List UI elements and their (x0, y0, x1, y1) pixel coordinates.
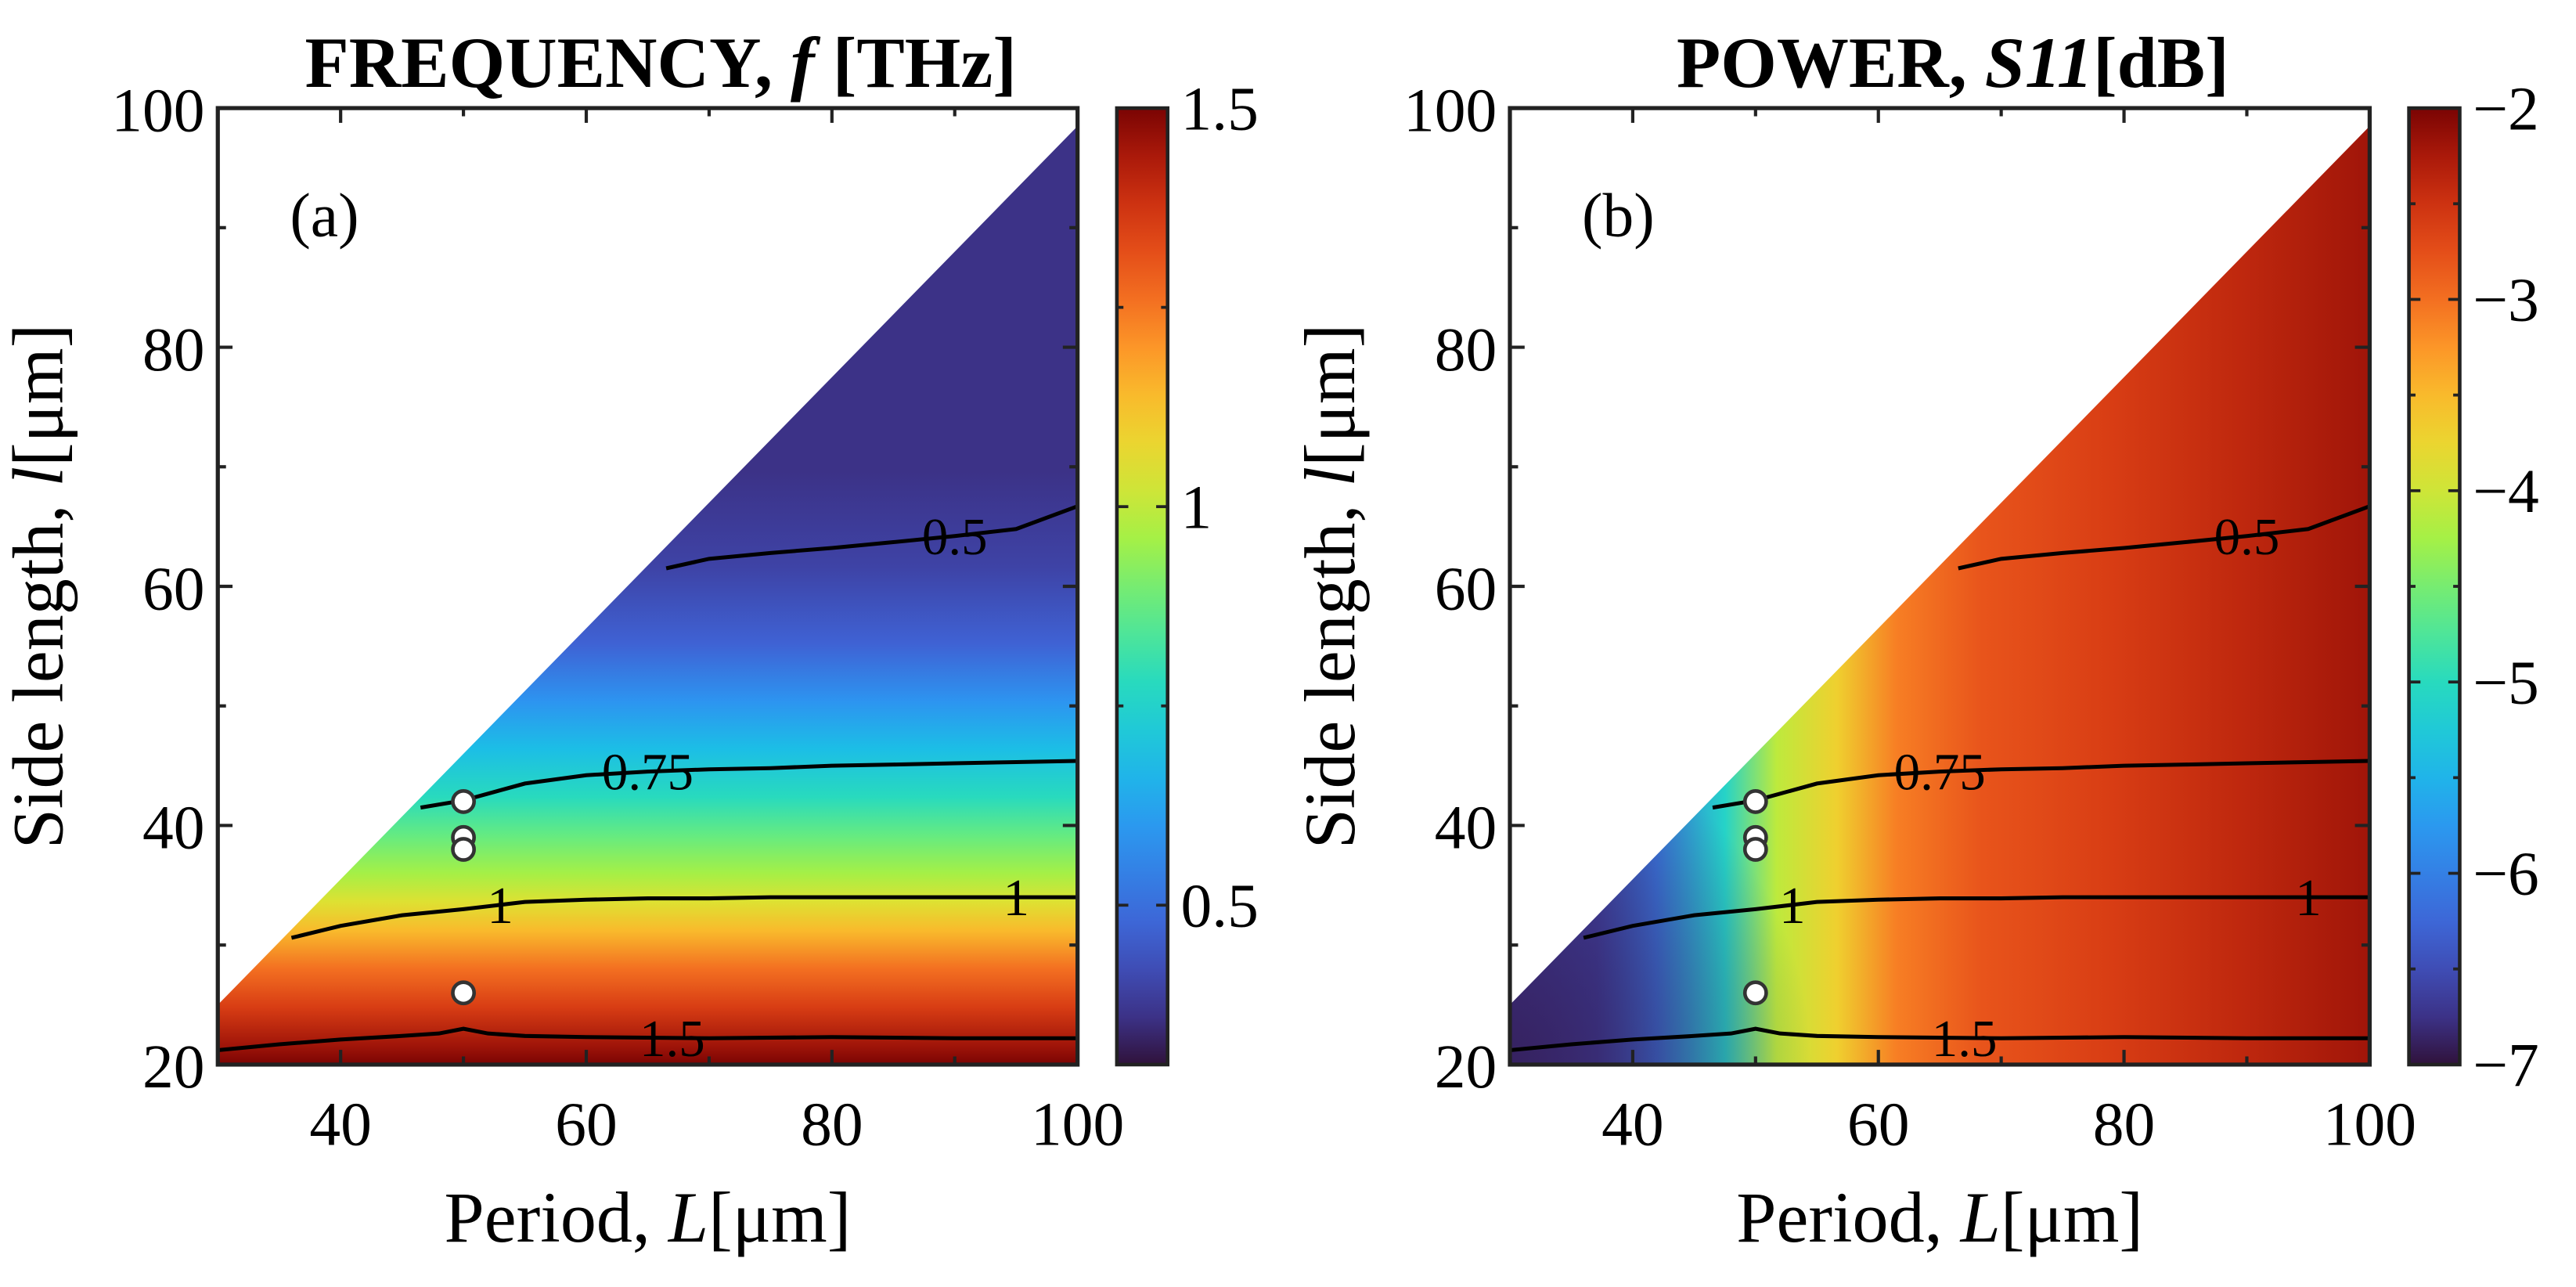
y-axis-label: Side length, l[μm] (1290, 324, 1370, 849)
y-tick-label: 40 (1435, 794, 1497, 863)
contour-label: 0.75 (1894, 744, 1986, 802)
data-marker (1742, 980, 1768, 1006)
x-tick-label: 60 (555, 1090, 617, 1159)
x-tick-label: 60 (1847, 1090, 1910, 1159)
colorbar-tick-label: −7 (2473, 1031, 2539, 1100)
heatmap-fill (218, 126, 1078, 1065)
data-marker (451, 837, 476, 862)
x-axis-label: Period, L[μm] (1736, 1177, 2143, 1257)
chart-title: POWER, S11[dB] (1677, 23, 2229, 103)
contour-label: 0.5 (2214, 508, 2280, 566)
x-tick-label: 80 (801, 1090, 863, 1159)
chart-title: FREQUENCY, f [THz] (304, 23, 1016, 103)
x-tick-label: 80 (2093, 1090, 2156, 1159)
contour-1 (290, 895, 1078, 940)
colorbar (1115, 106, 1170, 1067)
colorbar-tick-label: 0.5 (1180, 871, 1258, 940)
y-axis-label: Side length, l[μm] (0, 324, 78, 849)
y-tick-label: 100 (111, 76, 204, 145)
y-tick-label: 100 (1403, 76, 1497, 145)
contour-label: 0.5 (922, 508, 988, 566)
x-tick-label: 40 (309, 1090, 371, 1159)
y-tick-label: 80 (1435, 315, 1497, 384)
contour-label: 1.5 (639, 1010, 705, 1068)
y-tick-label: 60 (142, 554, 205, 623)
data-marker (1742, 837, 1768, 862)
colorbar-tick-label: −6 (2473, 840, 2539, 909)
heatmap (218, 126, 1078, 1065)
x-tick-label: 100 (1031, 1090, 1124, 1159)
data-marker (451, 980, 476, 1006)
contour-0.5 (1958, 504, 2371, 571)
contour-0.75 (420, 759, 1078, 810)
contour-label: 1 (487, 877, 513, 935)
contour-1.5 (218, 1026, 1078, 1053)
data-marker (1742, 789, 1768, 814)
contour-label: 1.5 (1932, 1010, 1998, 1068)
y-tick-label: 80 (142, 315, 205, 384)
colorbar (2407, 106, 2462, 1067)
colorbar-tick-label: −2 (2473, 74, 2539, 143)
chart-panel-a: 0.5 0.75 1 1 1.5 40 60 80 100 20 40 60 80 100 Period, … (0, 23, 1259, 1257)
contour-1.5 (1509, 1026, 2370, 1053)
contour-label: 1 (1779, 877, 1805, 935)
chart-panel-b: 0.5 0.75 1 1 1.5 40 60 80 100 20 40 60 80 100 Period, … (1290, 23, 2539, 1257)
y-tick-label: 60 (1435, 554, 1497, 623)
data-marker (451, 789, 476, 814)
colorbar-tick-label: 1.5 (1180, 74, 1258, 143)
y-tick-label: 20 (142, 1033, 205, 1101)
contour-1 (1583, 895, 2370, 940)
colorbar-tick-label: −3 (2473, 266, 2539, 335)
y-tick-label: 40 (142, 794, 205, 863)
contour-label: 1 (1003, 869, 1029, 927)
x-tick-label: 100 (2323, 1090, 2416, 1159)
heatmap (1509, 126, 2370, 1065)
colorbar-tick-label: −5 (2473, 648, 2539, 717)
contour-label: 1 (2295, 869, 2321, 927)
y-tick-label: 20 (1435, 1033, 1497, 1101)
x-axis-label: Period, L[μm] (445, 1177, 852, 1257)
panel-label: (b) (1582, 181, 1655, 250)
contour-0.75 (1712, 759, 2370, 810)
contour-label: 0.75 (602, 744, 694, 802)
colorbar-tick-label: 1 (1180, 473, 1212, 542)
x-tick-label: 40 (1601, 1090, 1664, 1159)
contour-0.5 (665, 504, 1079, 571)
panel-label: (a) (290, 181, 358, 250)
colorbar-tick-label: −4 (2473, 457, 2539, 526)
heatmap-corner (1509, 126, 2370, 1065)
